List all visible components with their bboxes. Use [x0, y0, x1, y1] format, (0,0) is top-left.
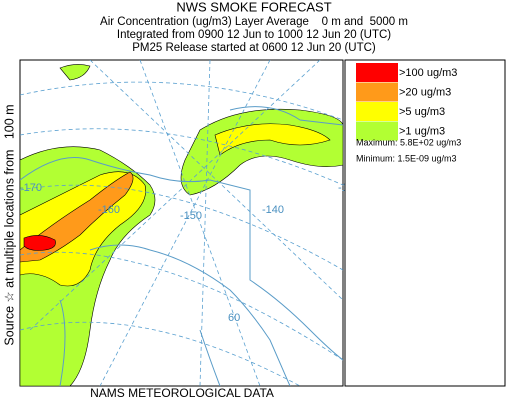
map-label: 60 [228, 312, 240, 324]
plume [59, 64, 91, 81]
subtitle: Integrated from 0900 12 Jun to 1000 12 J… [117, 29, 391, 41]
source-label: Source ☆ at multiple locations from 100 … [2, 104, 16, 345]
legend-swatch [356, 63, 398, 82]
legend-label: >5 ug/m3 [399, 106, 445, 118]
map-label: -160 [98, 204, 120, 216]
minimum: Minimum: 1.5E-09 ug/m3 [356, 153, 457, 163]
map-label: -170 [20, 182, 42, 194]
subtitle: Air Concentration (ug/m3) Layer Average … [100, 16, 408, 28]
plume [23, 235, 56, 251]
map-label: -150 [180, 210, 202, 222]
maximum: Maximum: 5.8E+02 ug/m3 [356, 137, 461, 147]
title: NWS SMOKE FORECAST [176, 0, 331, 14]
legend-swatch [356, 121, 398, 141]
subtitle: PM25 Release started at 0600 12 Jun 20 (… [132, 42, 376, 54]
legend-label: >1 ug/m3 [399, 125, 445, 137]
legend-swatch [356, 102, 398, 121]
graticule [20, 81, 343, 386]
graticule [29, 60, 343, 386]
map-label: -140 [262, 204, 284, 216]
footer: NAMS METEOROLOGICAL DATA [90, 386, 274, 400]
legend-label: >20 ug/m3 [399, 86, 451, 98]
map [19, 59, 344, 387]
legend-swatch [356, 82, 398, 102]
legend-label: >100 ug/m3 [399, 67, 457, 79]
plume [214, 123, 331, 156]
coastline [20, 106, 343, 386]
